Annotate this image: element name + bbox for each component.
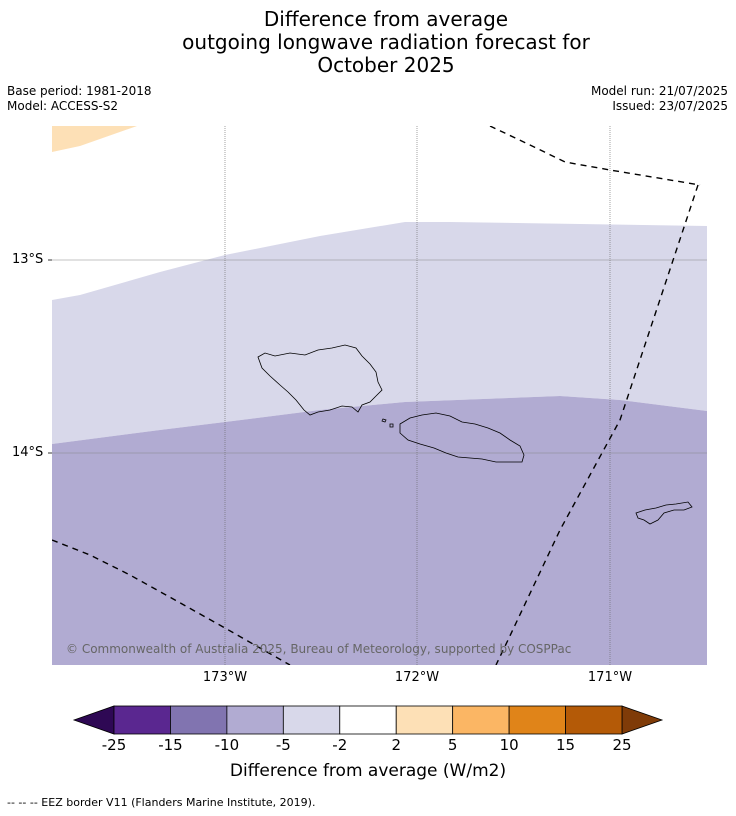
colorbar-swatch — [452, 705, 510, 735]
region-orange-anomaly — [52, 126, 137, 152]
island-manono — [381, 418, 387, 423]
chart-title: Difference from average outgoing longwav… — [0, 8, 736, 77]
colorbar-tick-label: -5 — [275, 736, 291, 754]
issued-date: Issued: 23/07/2025 — [612, 99, 728, 113]
colorbar-tick-label: 5 — [447, 736, 458, 754]
lat-label-13s: 13°S — [12, 252, 44, 267]
model-run: Model run: 21/07/2025 — [590, 84, 728, 98]
eez-footnote: -- -- -- EEZ border V11 (Flanders Marine… — [7, 796, 316, 809]
lat-label-14s: 14°S — [12, 445, 44, 460]
island-savaii — [257, 344, 383, 416]
colorbar-tick-label: 15 — [556, 736, 576, 754]
colorbar-tick-label: -10 — [214, 736, 240, 754]
island-upolu — [399, 412, 525, 463]
colorbar-tick-label: -2 — [332, 736, 348, 754]
colorbar-swatch — [508, 705, 566, 735]
island-apolima — [389, 423, 394, 428]
region-medium-lavender-anomaly — [52, 396, 707, 665]
lon-label-172w: 172°W — [394, 670, 440, 685]
lon-label-171w: 171°W — [587, 670, 633, 685]
title-line-1: Difference from average — [263, 7, 509, 31]
region-light-lavender-anomaly — [52, 222, 707, 444]
copyright-notice: © Commonwealth of Australia 2025, Bureau… — [66, 642, 572, 656]
colorbar-swatch — [226, 705, 284, 735]
island-tutuila — [635, 501, 693, 525]
eez-border-east — [495, 184, 699, 665]
colorbar-swatch — [113, 705, 171, 735]
colorbar-tick-label: -25 — [101, 736, 127, 754]
title-line-2: outgoing longwave radiation forecast for — [182, 30, 590, 54]
colorbar-tick-label: 2 — [391, 736, 401, 754]
colorbar-swatch — [282, 705, 341, 735]
colorbar-swatch — [565, 705, 623, 735]
meta-right: Model run: 21/07/2025 Issued: 23/07/2025 — [591, 84, 728, 114]
colorbar-tick-label: -15 — [158, 736, 183, 754]
meta-left: Base period: 1981-2018 Model: ACCESS-S2 — [7, 84, 152, 114]
colorbar-tick-label: 10 — [499, 736, 519, 754]
colorbar-tick-label: 25 — [612, 736, 632, 754]
colorbar-swatch — [395, 705, 454, 735]
lon-label-173w: 173°W — [202, 670, 248, 685]
eez-border-north — [489, 126, 701, 186]
colorbar-extend-low — [72, 705, 115, 735]
model-name: Model: ACCESS-S2 — [7, 99, 119, 113]
colorbar-title: Difference from average (W/m2) — [229, 761, 507, 781]
title-line-3: October 2025 — [317, 53, 455, 77]
colorbar-swatch — [170, 705, 228, 735]
base-period: Base period: 1981-2018 — [7, 84, 152, 98]
colorbar-extend-high — [621, 705, 664, 735]
colorbar — [72, 705, 664, 735]
map-plot-area — [52, 126, 707, 665]
eez-border-southwest — [52, 539, 291, 665]
colorbar-swatch — [339, 705, 397, 735]
